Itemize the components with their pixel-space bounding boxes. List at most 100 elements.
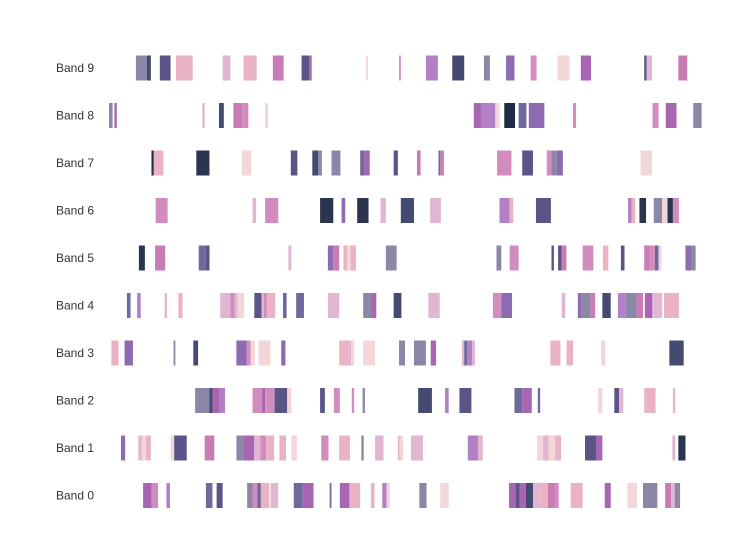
band-row: Band 8 [56, 103, 702, 128]
band-segment [247, 483, 253, 508]
band-segment [461, 340, 465, 366]
band-segment [467, 340, 472, 366]
band-segment [301, 55, 310, 81]
band-segment [628, 198, 632, 223]
band-row: Band 3 [56, 340, 684, 366]
band-segment [281, 340, 286, 366]
band-segment [333, 388, 340, 413]
band-segment [293, 483, 303, 508]
band-row: Band 7 [56, 150, 652, 176]
band-segment [581, 293, 591, 318]
band-segment [644, 55, 647, 81]
band-segment [678, 435, 686, 461]
band-segment [557, 55, 570, 81]
band-segment [627, 483, 638, 508]
band-segment [348, 340, 352, 366]
band-segment [416, 150, 421, 176]
band-label: Band 3 [56, 346, 94, 360]
band-segment [399, 435, 404, 461]
band-segment [537, 388, 541, 413]
band-row: Band 2 [56, 388, 676, 413]
band-segment [138, 435, 142, 461]
band-segment [230, 293, 235, 318]
band-segment [550, 340, 561, 366]
band-segment [234, 293, 238, 318]
band-segment [400, 198, 414, 223]
band-segment [585, 435, 597, 461]
band-segment [363, 340, 376, 366]
band-segment [649, 245, 655, 271]
band-segment [243, 435, 255, 461]
band-segment [693, 103, 702, 128]
band-segment [312, 150, 319, 176]
band-row: Band 9 [56, 55, 688, 81]
band-label: Band 9 [56, 61, 94, 75]
band-segment [537, 435, 544, 461]
band-segment [558, 245, 562, 271]
band-segment [159, 55, 171, 81]
band-segment [509, 198, 514, 223]
band-segment [252, 388, 263, 413]
band-segment [548, 435, 556, 461]
band-segment [233, 103, 243, 128]
band-segment [551, 245, 554, 271]
band-segment [360, 150, 365, 176]
band-segment [577, 293, 582, 318]
band-segment [219, 388, 226, 413]
band-segment [440, 483, 449, 508]
band-segment [644, 293, 653, 318]
band-segment [164, 293, 167, 318]
band-segment [617, 293, 626, 318]
band-segment [464, 340, 468, 366]
band-segment [291, 435, 297, 461]
band-segment [347, 245, 351, 271]
band-segment [166, 483, 170, 508]
band-segment [212, 388, 220, 413]
band-segment [375, 435, 384, 461]
band-segment [265, 103, 269, 128]
band-segment [397, 435, 400, 461]
band-segment [222, 55, 231, 81]
band-segment [193, 340, 199, 366]
band-segment [241, 150, 252, 176]
band-segment [363, 293, 372, 318]
band-segment [339, 435, 350, 461]
band-segment [582, 245, 594, 271]
band-segment [685, 245, 692, 271]
band-segment [399, 55, 401, 81]
band-row: Band 0 [56, 483, 681, 508]
band-segment [445, 388, 449, 413]
band-segment [619, 388, 624, 413]
band-segment [265, 198, 279, 223]
band-segment [205, 483, 213, 508]
band-segment [665, 483, 672, 508]
band-segment [318, 150, 322, 176]
band-segment [620, 245, 625, 271]
band-segment [393, 150, 398, 176]
band-segment [196, 150, 210, 176]
band-segment [109, 103, 113, 128]
band-segment [236, 435, 244, 461]
band-segment [254, 293, 262, 318]
band-segment [644, 245, 650, 271]
band-segment [410, 435, 423, 461]
band-segment [135, 55, 147, 81]
band-segment [321, 435, 329, 461]
band-segment [514, 388, 523, 413]
band-segment [288, 245, 292, 271]
band-segment [205, 245, 210, 271]
band-segment [551, 150, 557, 176]
band-segment [386, 483, 391, 508]
band-segment [302, 483, 314, 508]
band-segment [554, 483, 559, 508]
band-segment [261, 293, 264, 318]
band-segment [440, 150, 444, 176]
band-segment [146, 55, 151, 81]
band-segment [327, 245, 334, 271]
band-segment [339, 340, 349, 366]
band-segment [257, 483, 261, 508]
band-segment [515, 483, 520, 508]
band-segment [556, 150, 563, 176]
band-segment [350, 245, 356, 271]
